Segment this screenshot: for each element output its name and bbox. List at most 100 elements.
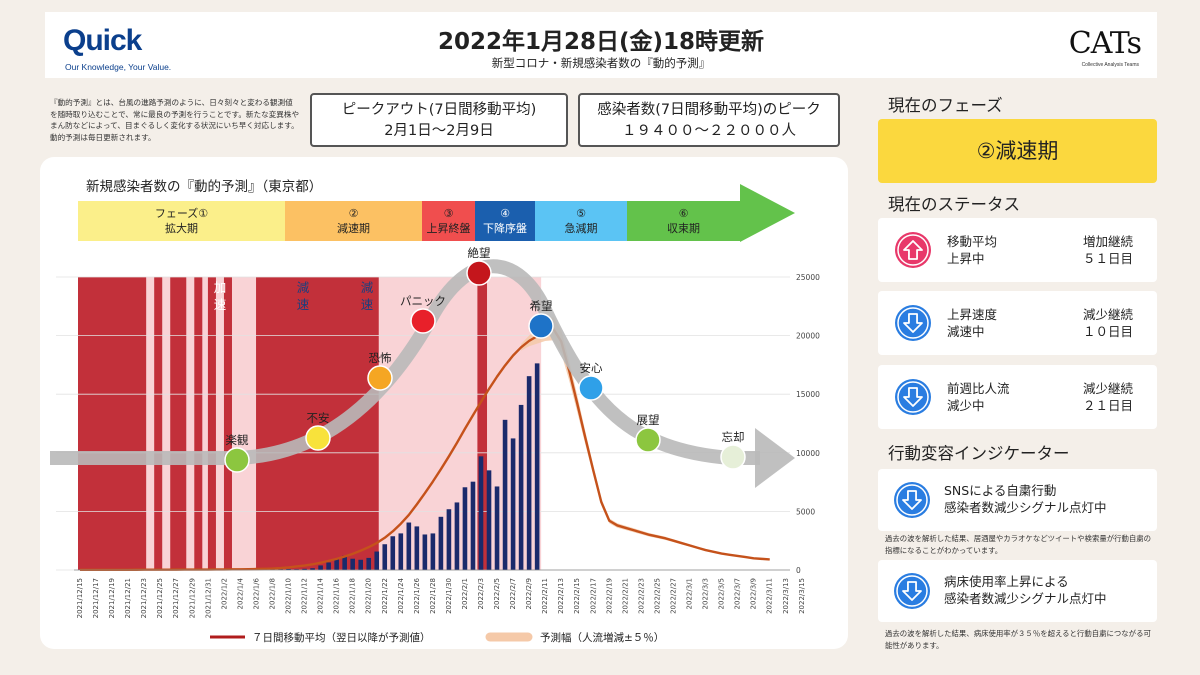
x-tick-label: 2022/1/6 <box>252 577 260 609</box>
status-value: 減少継続 ２１日目 <box>1083 380 1133 414</box>
daily-bar <box>374 551 380 570</box>
x-tick-label: 2022/1/16 <box>333 577 341 613</box>
zone-stripe <box>194 277 203 570</box>
chart-title: 新規感染者数の『動的予測』（東京都） <box>86 179 323 195</box>
indicator-label-line1: 病床使用率上昇による <box>944 574 1069 589</box>
indicator-note: 過去の波を解析した結果、居酒屋やカラオケなどツイートや検索量が行動自粛の指標にな… <box>885 534 1152 555</box>
y-tick-label: 0 <box>796 566 801 575</box>
indicator-label-line2: 感染者数減少シグナル点灯中 <box>944 500 1107 515</box>
sentiment-node <box>720 444 746 470</box>
indicator-icon-shape <box>894 482 930 518</box>
status-label-line1: 移動平均 <box>947 234 998 249</box>
page-title: 2022年1月28日(金)18時更新 <box>437 29 765 55</box>
x-tick-label: 2022/2/9 <box>525 578 533 609</box>
x-tick-label: 2022/1/24 <box>397 577 405 613</box>
x-tick-label: 2022/3/13 <box>782 578 790 614</box>
page-subtitle: 新型コロナ・新規感染者数の『動的予測』 <box>491 56 711 70</box>
x-tick-label: 2022/1/20 <box>365 578 373 614</box>
phase-name: 下降序盤 <box>483 221 527 235</box>
x-tick-label: 2021/12/29 <box>188 578 196 618</box>
x-tick-label: 2022/2/19 <box>605 578 613 614</box>
quick-logo-tagline: Our Knowledge, Your Value. <box>65 62 172 72</box>
phase-name: 減速期 <box>337 221 370 235</box>
x-tick-label: 2022/2/15 <box>573 578 581 614</box>
daily-bars <box>77 363 540 570</box>
current-phase-badge: ②減速期 <box>878 119 1157 183</box>
phase-name: 急減期 <box>565 221 598 235</box>
peak-value-value: １９４００〜２２０００人 <box>622 123 796 139</box>
cats-logo[interactable]: CATs <box>1068 26 1142 61</box>
phase-segment <box>285 201 422 241</box>
zone-label: 減速 <box>297 280 310 312</box>
x-tick-label: 2021/12/17 <box>92 578 100 618</box>
x-tick-label: 2021/12/15 <box>76 578 84 618</box>
sentiment-node-label: 楽観 <box>226 433 249 447</box>
sentiment-node <box>528 313 554 339</box>
peak-out-label: ピークアウト(7日間移動平均) <box>341 102 537 118</box>
indicator-label-line2: 感染者数減少シグナル点灯中 <box>944 591 1107 606</box>
daily-bar <box>278 569 283 570</box>
status-label-line2: 減少中 <box>947 398 985 413</box>
phase-heading: 現在のフェーズ <box>888 96 1003 115</box>
daily-bar <box>318 565 323 570</box>
x-tick-label: 2022/3/15 <box>798 578 806 614</box>
status-value-line2: ２１日目 <box>1082 398 1133 413</box>
y-tick-label: 5000 <box>796 507 815 516</box>
zone-stripe <box>223 277 232 570</box>
phase-segment <box>627 201 740 241</box>
legend-band-label: 予測幅（人流増減±５％） <box>540 631 664 644</box>
x-tick-label: 2021/12/31 <box>204 578 212 618</box>
down-arrow-icon <box>895 305 931 341</box>
indicator-heading: 行動変容インジケーター <box>888 444 1070 463</box>
indicator-label: 病床使用率上昇による感染者数減少シグナル点灯中 <box>944 573 1107 607</box>
daily-bar <box>398 533 404 570</box>
status-card: 移動平均 上昇中 増加継続 ５１日目 <box>878 218 1157 282</box>
daily-bar <box>350 558 355 570</box>
x-tick-label: 2022/1/14 <box>317 577 325 613</box>
x-tick-label: 2022/1/4 <box>236 577 244 609</box>
x-tick-label: 2022/1/26 <box>413 577 421 613</box>
status-icon-shape <box>895 379 931 415</box>
peak-value-label: 感染者数(7日間移動平均)のピーク <box>597 102 821 118</box>
phase-number: ⑤ <box>576 207 586 220</box>
y-tick-label: 20000 <box>796 332 820 341</box>
status-label: 移動平均 上昇中 <box>947 233 997 267</box>
x-tick-label: 2022/2/11 <box>541 578 549 614</box>
daily-bar <box>462 487 468 570</box>
status-label-line2: 上昇中 <box>947 251 985 266</box>
y-tick-label: 25000 <box>796 273 820 282</box>
x-tick-label: 2022/1/10 <box>285 578 293 614</box>
x-tick-label: 2022/2/25 <box>653 578 661 614</box>
down-arrow-icon <box>894 482 930 518</box>
peak-out-box: ピークアウト(7日間移動平均) 2月1日〜2月9日 <box>310 93 568 147</box>
daily-bar <box>486 470 492 570</box>
x-tick-label: 2021/12/27 <box>172 578 180 618</box>
x-tick-label: 2022/2/13 <box>557 578 565 614</box>
daily-bar <box>382 544 388 570</box>
daily-bar <box>534 363 540 570</box>
indicator-note: 過去の波を解析した結果、病床使用率が３５％を超えると行動自粛につながる可能性があ… <box>885 629 1151 650</box>
x-tick-label: 2022/2/1 <box>461 578 469 609</box>
phase-name: 収束期 <box>667 222 700 235</box>
status-icon-shape <box>895 305 931 341</box>
x-tick-label: 2022/2/17 <box>589 578 597 614</box>
x-tick-label: 2022/2/23 <box>637 578 645 614</box>
zone-stripe <box>477 277 488 570</box>
x-tick-label: 2022/2/21 <box>621 578 629 614</box>
status-card: 上昇速度 減速中 減少継続 １０日目 <box>878 291 1157 355</box>
daily-bar <box>510 438 516 570</box>
status-label: 上昇速度 減速中 <box>947 306 997 340</box>
x-tick-label: 2022/1/22 <box>381 578 389 614</box>
sentiment-node <box>410 308 436 334</box>
daily-bar <box>326 562 331 570</box>
quick-logo[interactable]: Quick <box>63 24 142 57</box>
indicator-card: 病床使用率上昇による感染者数減少シグナル点灯中 <box>878 560 1157 622</box>
sentiment-node <box>635 427 661 453</box>
x-tick-label: 2022/2/7 <box>509 578 517 609</box>
status-value-line1: 減少継続 <box>1082 307 1133 322</box>
status-label-line1: 前週比人流 <box>947 381 1010 396</box>
zone-label: 加速 <box>214 280 227 312</box>
